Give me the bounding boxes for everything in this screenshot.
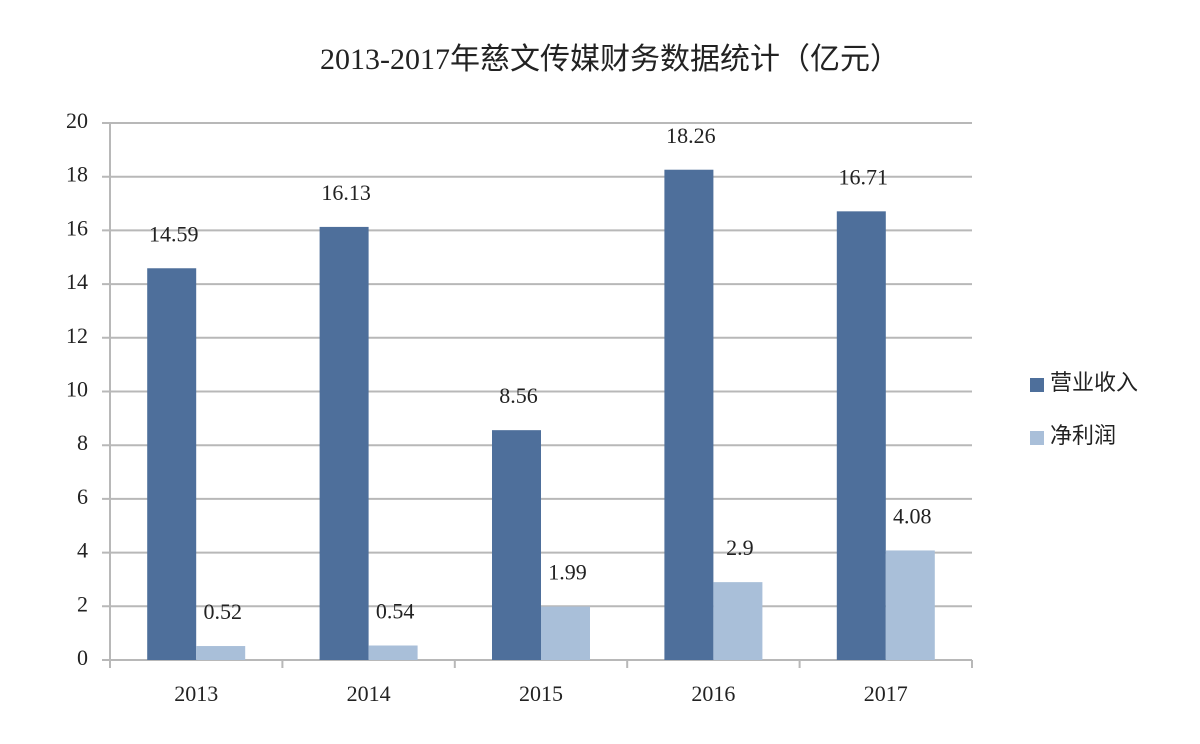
data-label: 4.08 xyxy=(893,503,932,528)
bar xyxy=(713,582,763,660)
bar xyxy=(492,430,541,660)
bar xyxy=(368,645,418,660)
data-label: 1.99 xyxy=(548,560,587,585)
bar xyxy=(885,550,935,660)
y-tick-label: 8 xyxy=(77,430,88,455)
y-tick-label: 16 xyxy=(66,215,88,240)
x-tick-label: 2013 xyxy=(174,681,218,706)
legend-label: 营业收入 xyxy=(1050,370,1138,395)
data-label: 8.56 xyxy=(499,383,538,408)
data-label: 14.59 xyxy=(149,221,199,246)
y-tick-label: 10 xyxy=(66,377,88,402)
x-tick-label: 2014 xyxy=(347,681,391,706)
data-label: 0.52 xyxy=(203,599,242,624)
legend-swatch xyxy=(1030,378,1044,392)
bar xyxy=(319,226,369,661)
bar xyxy=(541,606,590,660)
data-label: 0.54 xyxy=(376,599,415,624)
legend-swatch xyxy=(1030,431,1044,445)
y-tick-label: 12 xyxy=(66,323,88,348)
legend-label: 净利润 xyxy=(1050,423,1116,448)
bar xyxy=(147,268,197,660)
bar xyxy=(664,169,714,660)
data-label: 16.71 xyxy=(839,164,889,189)
bar xyxy=(836,211,886,661)
y-tick-label: 18 xyxy=(66,162,88,187)
y-tick-label: 2 xyxy=(77,591,88,616)
x-tick-label: 2017 xyxy=(864,681,908,706)
chart-title: 2013-2017年慈文传媒财务数据统计（亿元） xyxy=(320,43,900,76)
y-tick-label: 6 xyxy=(77,484,88,509)
y-tick-label: 20 xyxy=(66,108,88,133)
x-tick-label: 2016 xyxy=(691,681,735,706)
y-tick-label: 0 xyxy=(77,645,88,670)
y-tick-label: 4 xyxy=(77,538,88,563)
x-tick-label: 2015 xyxy=(519,681,563,706)
y-tick-label: 14 xyxy=(66,269,88,294)
data-label: 16.13 xyxy=(321,180,371,205)
data-label: 2.9 xyxy=(726,535,754,560)
data-label: 18.26 xyxy=(666,123,716,148)
bar xyxy=(196,646,246,660)
